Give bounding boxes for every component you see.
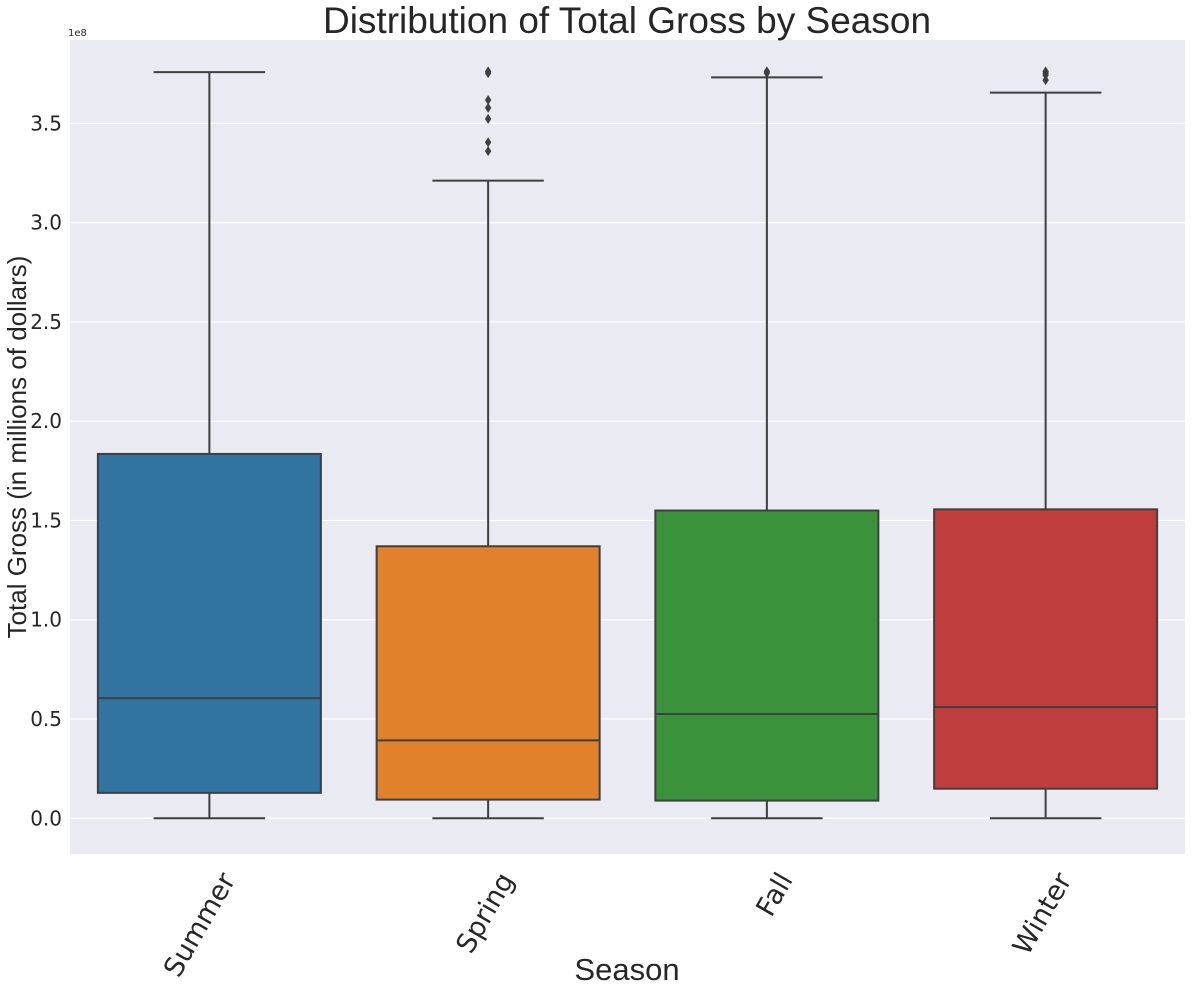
y-tick-labels: 0.0 0.5 1.0 1.5 2.0 2.5 3.0 3.5: [30, 111, 62, 830]
x-tick-label: Winter: [1007, 867, 1079, 960]
x-axis-label: Season: [574, 952, 679, 987]
y-tick-label: 1.0: [30, 608, 62, 632]
outlier-point: [484, 94, 492, 105]
x-tick-label: Spring: [450, 868, 520, 959]
box-fall: [654, 66, 880, 820]
y-tick-label: 2.0: [30, 409, 62, 433]
outlier-point: [484, 113, 492, 124]
y-tick-label: 0.0: [30, 806, 62, 830]
y-axis-offset-label: 1e8: [68, 28, 87, 39]
y-axis-label: Total Gross (in millions of dollars): [2, 256, 32, 639]
y-tick-label: 1.5: [30, 508, 62, 532]
box-winter: [933, 66, 1159, 820]
y-tick-label: 2.5: [30, 310, 62, 334]
x-tick-label: Summer: [158, 867, 243, 982]
outlier-point: [484, 137, 492, 148]
box-summer: [96, 71, 322, 820]
x-tick-label: Fall: [750, 868, 799, 922]
box-iqr: [933, 508, 1159, 790]
box-spring: [375, 66, 601, 820]
chart-title: Distribution of Total Gross by Season: [323, 0, 931, 41]
y-tick-label: 3.0: [30, 211, 62, 235]
outlier-point: [1042, 66, 1049, 77]
y-tick-label: 0.5: [30, 707, 62, 731]
boxes: [96, 66, 1159, 820]
box-iqr: [375, 545, 601, 801]
outlier-point: [484, 66, 492, 77]
outlier-point: [763, 66, 771, 77]
box-iqr: [96, 452, 322, 794]
outlier-point: [484, 102, 492, 113]
outlier-point: [484, 146, 492, 157]
y-tick-label: 3.5: [30, 111, 62, 135]
box-iqr: [654, 509, 880, 802]
